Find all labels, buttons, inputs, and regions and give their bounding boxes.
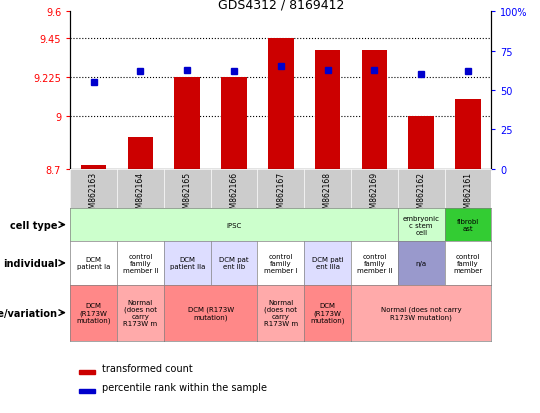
Text: Normal (does not carry
R173W mutation): Normal (does not carry R173W mutation) [381, 306, 462, 320]
Text: GSM862168: GSM862168 [323, 171, 332, 217]
Bar [268, 38, 294, 169]
Bar [221, 78, 247, 169]
Text: DCM
(R173W
mutation): DCM (R173W mutation) [310, 302, 345, 323]
Bar [79, 389, 96, 392]
Bar [127, 138, 153, 169]
Text: iPSC: iPSC [226, 222, 241, 228]
Text: fibrobl
ast: fibrobl ast [457, 218, 479, 232]
Text: individual: individual [3, 258, 58, 268]
Text: GSM862169: GSM862169 [370, 171, 379, 217]
Text: GSM862163: GSM862163 [89, 171, 98, 217]
Text: GSM862161: GSM862161 [463, 171, 472, 217]
Text: GSM862164: GSM862164 [136, 171, 145, 217]
Text: control
family
member: control family member [454, 253, 483, 273]
Text: Normal
(does not
carry
R173W m: Normal (does not carry R173W m [264, 299, 298, 327]
Text: DCM
patient Ia: DCM patient Ia [77, 257, 110, 270]
Text: DCM
patient IIa: DCM patient IIa [170, 257, 205, 270]
Text: DCM pati
ent IIIa: DCM pati ent IIIa [312, 257, 343, 270]
Bar [79, 370, 96, 374]
Title: GDS4312 / 8169412: GDS4312 / 8169412 [218, 0, 344, 11]
Text: transformed count: transformed count [102, 363, 193, 373]
Text: control
family
member I: control family member I [264, 253, 298, 273]
Bar [81, 166, 106, 169]
Text: GSM862165: GSM862165 [183, 171, 192, 217]
Text: GSM862167: GSM862167 [276, 171, 285, 217]
Bar [315, 51, 341, 169]
Bar [408, 117, 434, 169]
Text: genotype/variation: genotype/variation [0, 308, 58, 318]
Text: Normal
(does not
carry
R173W m: Normal (does not carry R173W m [123, 299, 158, 327]
Text: control
family
member II: control family member II [356, 253, 392, 273]
Bar [455, 100, 481, 169]
Text: n/a: n/a [416, 260, 427, 266]
Text: cell type: cell type [10, 220, 58, 230]
Text: GSM862162: GSM862162 [417, 171, 426, 217]
Bar [174, 78, 200, 169]
Text: GSM862166: GSM862166 [230, 171, 239, 217]
Text: control
family
member II: control family member II [123, 253, 158, 273]
Bar [362, 51, 387, 169]
Text: DCM
(R173W
mutation): DCM (R173W mutation) [76, 302, 111, 323]
Text: embryonic
c stem
cell: embryonic c stem cell [403, 215, 440, 235]
Text: percentile rank within the sample: percentile rank within the sample [102, 382, 267, 392]
Text: DCM pat
ent IIb: DCM pat ent IIb [219, 257, 249, 270]
Text: DCM (R173W
mutation): DCM (R173W mutation) [187, 306, 234, 320]
